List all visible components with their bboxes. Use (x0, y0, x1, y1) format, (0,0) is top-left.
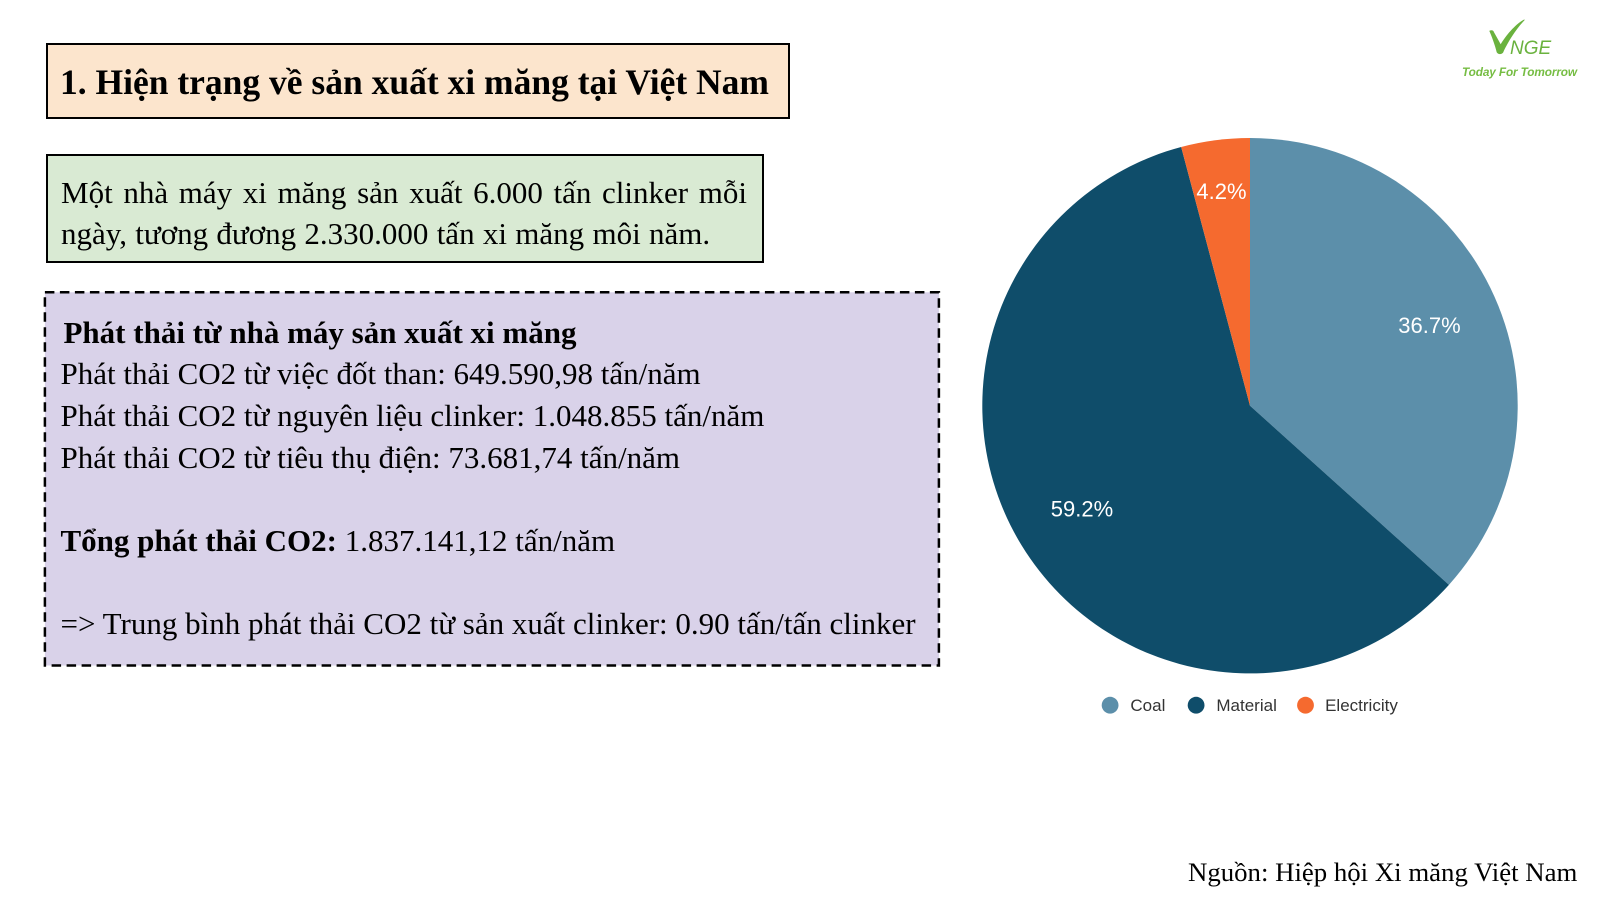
svg-text:Material: Material (1216, 696, 1276, 715)
svg-text:NGE: NGE (1510, 38, 1552, 59)
svg-text:36.7%: 36.7% (1398, 313, 1460, 338)
svg-text:Electricity: Electricity (1325, 696, 1398, 715)
svg-text:4.2%: 4.2% (1196, 179, 1246, 204)
svg-text:59.2%: 59.2% (1051, 497, 1113, 522)
svg-text:Coal: Coal (1130, 696, 1165, 715)
